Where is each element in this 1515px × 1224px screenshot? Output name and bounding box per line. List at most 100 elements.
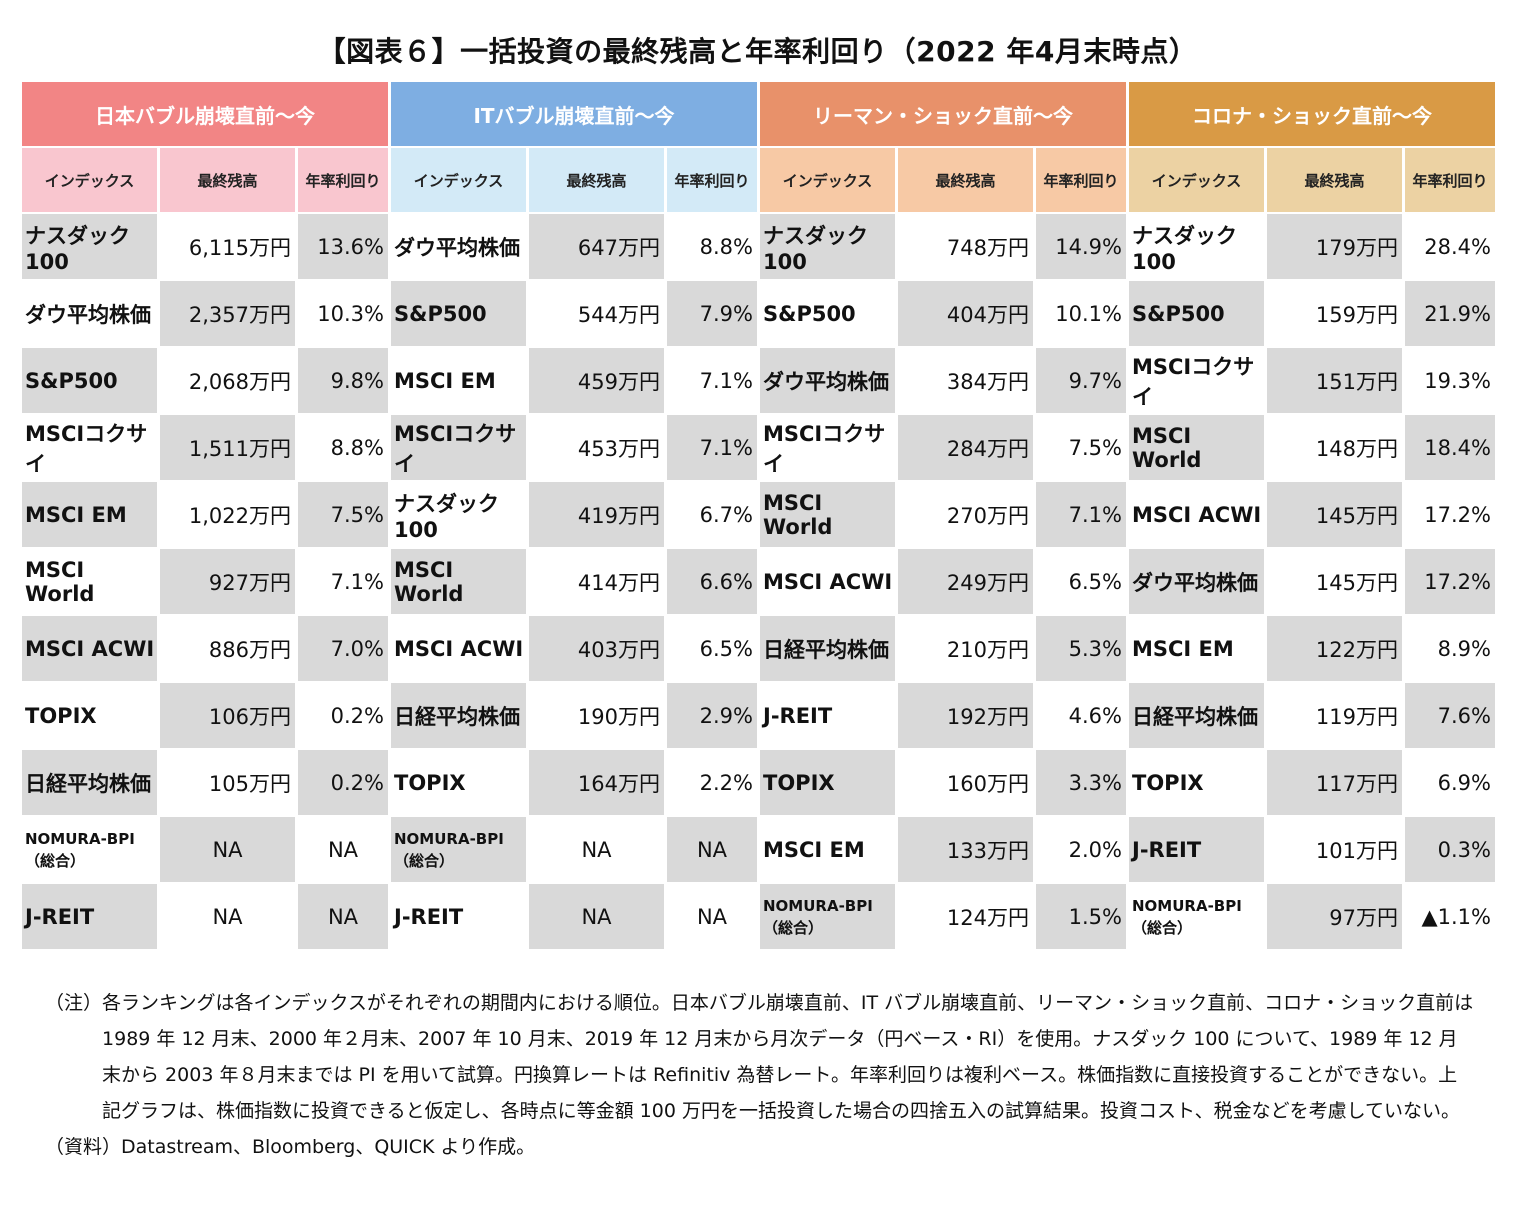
annual-return: 17.2% xyxy=(1405,549,1495,614)
final-balance: 159万円 xyxy=(1315,302,1398,327)
final-balance: 270万円 xyxy=(946,503,1029,528)
column-header-annual: 年率利回り xyxy=(667,148,757,212)
final-balance: 106万円 xyxy=(160,683,295,748)
final-balance: 151万円 xyxy=(1267,348,1402,413)
final-balance: 748万円 xyxy=(946,235,1029,260)
page-title: 【図表６】一括投資の最終残高と年率利回り（2022 年4月末時点） xyxy=(317,35,1198,68)
index-name: MSCI EM xyxy=(394,368,496,393)
column-header-balance: 最終残高 xyxy=(898,148,1033,212)
annual-return: 6.7% xyxy=(699,502,753,527)
index-name: MSCI World xyxy=(760,482,895,547)
note-row: （注） 各ランキングは各インデックスがそれぞれの期間内における順位。日本バブル崩… xyxy=(45,985,1475,1129)
column-header-annual: 年率利回り xyxy=(298,148,388,212)
index-name: ダウ平均株価 xyxy=(25,302,151,327)
index-name: ダウ平均株価 xyxy=(760,348,895,413)
index-name: ダウ平均株価 xyxy=(394,235,520,260)
column-header-annual: 年率利回り xyxy=(1036,148,1126,212)
index-name: NOMURA-BPI （総合） xyxy=(391,817,526,882)
section-header: コロナ・ショック直前～今 xyxy=(1129,82,1495,146)
annual-return: 2.0% xyxy=(1068,837,1122,862)
final-balance: 403万円 xyxy=(529,616,664,681)
annual-return: 17.2% xyxy=(1424,502,1491,527)
final-balance: 453万円 xyxy=(577,436,660,461)
final-balance: 284万円 xyxy=(898,415,1033,480)
final-balance: 414万円 xyxy=(577,570,660,595)
annual-return: 7.6% xyxy=(1405,683,1495,748)
annual-return: 6.5% xyxy=(1068,569,1122,594)
annual-return: 21.9% xyxy=(1405,281,1495,346)
annual-return: 10.3% xyxy=(317,301,384,326)
index-name: TOPIX xyxy=(25,703,97,728)
annual-return: 7.5% xyxy=(1068,435,1122,460)
index-name: S&P500 xyxy=(391,281,526,346)
index-name: MSCI ACWI xyxy=(22,616,157,681)
annual-return: 4.6% xyxy=(1068,703,1122,728)
index-name: MSCI ACWI xyxy=(394,636,524,661)
index-name: TOPIX xyxy=(1132,770,1204,795)
annual-return: 7.1% xyxy=(667,415,757,480)
final-balance: 6,115万円 xyxy=(188,235,291,260)
final-balance: 384万円 xyxy=(946,369,1029,394)
annual-return: 6.9% xyxy=(1437,770,1491,795)
annual-return: 14.9% xyxy=(1036,214,1126,279)
index-name: ナスダック100 xyxy=(394,491,499,542)
final-balance: 459万円 xyxy=(529,348,664,413)
column-header-balance: 最終残高 xyxy=(160,148,295,212)
annual-return: 3.3% xyxy=(1036,750,1126,815)
final-balance: 192万円 xyxy=(898,683,1033,748)
index-name: MSCI World xyxy=(1129,415,1264,480)
final-balance: 117万円 xyxy=(1267,750,1402,815)
index-name: MSCIコクサイ xyxy=(25,421,148,476)
annual-return: ▲1.1% xyxy=(1421,904,1491,929)
index-name: MSCIコクサイ xyxy=(763,421,886,476)
annual-return: NA xyxy=(696,904,728,929)
final-balance: 145万円 xyxy=(1315,570,1398,595)
index-name: MSCIコクサイ xyxy=(1132,354,1255,409)
section-header: ITバブル崩壊直前～今 xyxy=(391,82,757,146)
annual-return: 7.1% xyxy=(330,569,384,594)
column-header-balance: 最終残高 xyxy=(1267,148,1402,212)
annual-return: 28.4% xyxy=(1424,234,1491,259)
annual-return: 2.2% xyxy=(699,770,753,795)
index-name: 日経平均株価 xyxy=(391,683,526,748)
column-header-balance: 最終残高 xyxy=(529,148,664,212)
index-name: J-REIT xyxy=(763,703,833,728)
index-name: NOMURA-BPI （総合） xyxy=(25,829,135,870)
source-text: Datastream、Bloomberg、QUICK より作成。 xyxy=(121,1136,536,1158)
final-balance: 2,068万円 xyxy=(188,369,291,394)
final-balance: 133万円 xyxy=(898,817,1033,882)
annual-return: 8.9% xyxy=(1437,636,1491,661)
final-balance: 124万円 xyxy=(946,905,1029,930)
final-balance: 164万円 xyxy=(529,750,664,815)
index-name: MSCI ACWI xyxy=(763,569,893,594)
final-balance: 249万円 xyxy=(898,549,1033,614)
index-name: 日経平均株価 xyxy=(760,616,895,681)
source-label: （資料） xyxy=(45,1136,122,1158)
index-name: TOPIX xyxy=(394,770,466,795)
final-balance: 101万円 xyxy=(1315,838,1398,863)
index-name: NOMURA-BPI （総合） xyxy=(1132,896,1242,937)
final-balance: NA xyxy=(160,817,295,882)
index-name: MSCI ACWI xyxy=(1132,502,1262,527)
note-text: 各ランキングは各インデックスがそれぞれの期間内における順位。日本バブル崩壊直前、… xyxy=(102,992,1474,1122)
final-balance: 886万円 xyxy=(208,637,291,662)
final-balance: 419万円 xyxy=(529,482,664,547)
index-name: J-REIT xyxy=(22,884,157,949)
annual-return: 1.5% xyxy=(1036,884,1126,949)
final-balance: 160万円 xyxy=(946,771,1029,796)
annual-return: 5.3% xyxy=(1036,616,1126,681)
index-name: ナスダック100 xyxy=(22,214,157,279)
annual-return: NA xyxy=(298,884,388,949)
source-row: （資料） Datastream、Bloomberg、QUICK より作成。 xyxy=(45,1129,1475,1165)
annual-return: 8.8% xyxy=(699,234,753,259)
index-name: MSCI World xyxy=(25,557,95,606)
final-balance: 404万円 xyxy=(898,281,1033,346)
index-name: MSCI EM xyxy=(22,482,157,547)
annual-return: 0.2% xyxy=(298,750,388,815)
final-balance: 105万円 xyxy=(208,771,291,796)
annual-return: 10.1% xyxy=(1055,301,1122,326)
column-header-index: インデックス xyxy=(391,148,526,212)
annual-return: 19.3% xyxy=(1424,368,1491,393)
index-name: ナスダック100 xyxy=(1132,223,1237,274)
index-name: MSCI World xyxy=(391,549,526,614)
